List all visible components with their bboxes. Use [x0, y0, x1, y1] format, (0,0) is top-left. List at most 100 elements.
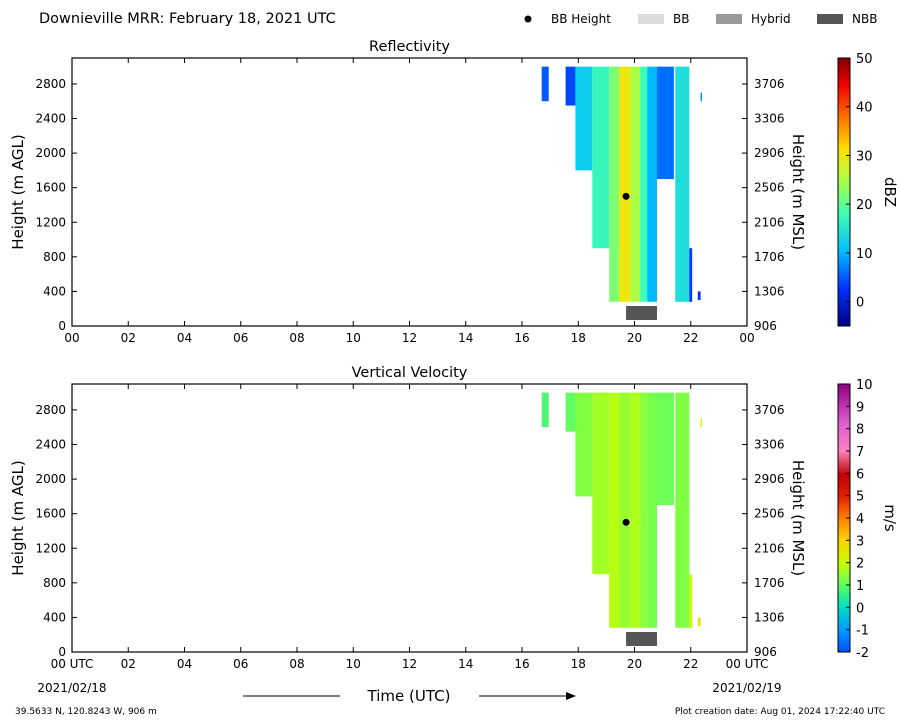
precip-column-10	[675, 66, 690, 302]
panel-title: Reflectivity	[369, 39, 450, 55]
legend-bb-height-marker	[524, 15, 532, 23]
precip-column-2	[575, 392, 593, 497]
colorbar-tick-label-1: -1	[856, 624, 869, 639]
y-right-tick-label-7: 3706	[754, 77, 785, 91]
precip-column-6	[630, 392, 641, 628]
nbb-period-bar	[626, 306, 657, 320]
y-tick-label-1: 400	[43, 284, 66, 298]
precip-column-9	[657, 392, 674, 506]
y-tick-label-2: 800	[43, 576, 66, 590]
y-right-tick-label-2: 1706	[754, 576, 785, 590]
y-right-tick-label-4: 2506	[754, 507, 785, 521]
y-axis-label-right: Height (m MSL)	[789, 460, 807, 576]
legend-nbb-label: NBB	[852, 12, 877, 26]
precip-column-11	[689, 574, 693, 628]
x-tick-label-9: 18	[571, 331, 586, 345]
start-date-label: 2021/02/18	[37, 681, 106, 695]
time-arrow-head	[566, 692, 576, 700]
y-tick-label-4: 1600	[35, 507, 66, 521]
y-tick-label-0: 0	[58, 645, 66, 659]
x-tick-label-11: 22	[683, 331, 698, 345]
precip-column-10	[675, 392, 690, 628]
y-tick-label-6: 2400	[35, 438, 66, 452]
precip-column-5	[619, 66, 631, 302]
colorbar-tick-label-4: 2	[856, 557, 864, 572]
precip-column-3	[592, 392, 610, 575]
y-axis-label-right: Height (m MSL)	[789, 134, 807, 250]
y-right-tick-label-1: 1306	[754, 610, 785, 624]
precip-column-7	[640, 66, 648, 302]
x-tick-label-6: 12	[402, 657, 417, 671]
colorbar-tick-label-0: 0	[856, 296, 864, 311]
y-tick-label-2: 800	[43, 250, 66, 264]
precip-column-6	[630, 66, 641, 302]
x-tick-label-5: 10	[346, 331, 361, 345]
legend-bb-label: BB	[673, 12, 689, 26]
station-coordinates: 39.5633 N, 120.8243 W, 906 m	[15, 707, 157, 717]
x-axis-label: Time (UTC)	[367, 687, 451, 705]
x-tick-label-1: 02	[121, 657, 136, 671]
x-tick-label-9: 18	[571, 657, 586, 671]
y-right-tick-label-3: 2106	[754, 541, 785, 555]
x-tick-label-10: 20	[627, 657, 642, 671]
precip-column-1	[565, 392, 576, 432]
y-tick-label-3: 1200	[35, 541, 66, 555]
x-tick-label-12: 00 UTC	[726, 657, 769, 671]
panel-title: Vertical Velocity	[352, 365, 468, 381]
precip-column-0	[541, 392, 549, 428]
y-right-tick-label-7: 3706	[754, 403, 785, 417]
colorbar-tick-label-12: 10	[856, 378, 873, 393]
legend-bb-height-label: BB Height	[551, 12, 611, 26]
x-tick-label-12: 00	[739, 331, 754, 345]
precip-column-8	[647, 392, 657, 628]
colorbar-tick-label-4: 40	[856, 101, 873, 116]
x-tick-label-6: 12	[402, 331, 417, 345]
legend-hybrid-swatch	[716, 14, 742, 24]
x-tick-label-1: 02	[121, 331, 136, 345]
figure-title: Downieville MRR: February 18, 2021 UTC	[39, 11, 336, 27]
precip-column-3	[592, 66, 610, 249]
bb-height-marker-0	[622, 518, 630, 526]
x-tick-label-4: 08	[289, 657, 304, 671]
x-tick-label-5: 10	[346, 657, 361, 671]
end-date-label: 2021/02/19	[712, 681, 781, 695]
y-tick-label-6: 2400	[35, 112, 66, 126]
colorbar	[837, 57, 851, 327]
header-legend: BB Height BB Hybrid NBB	[524, 12, 877, 26]
colorbar-label: m/s	[881, 504, 899, 532]
colorbar-tick-label-7: 5	[856, 490, 864, 505]
y-tick-label-4: 1600	[35, 181, 66, 195]
colorbar-tick-label-11: 9	[856, 400, 864, 415]
y-right-tick-label-4: 2506	[754, 181, 785, 195]
precip-column-8	[647, 66, 657, 302]
x-tick-label-8: 16	[514, 657, 529, 671]
y-right-tick-label-6: 3306	[754, 438, 785, 452]
y-right-tick-label-2: 1706	[754, 250, 785, 264]
y-right-tick-label-0: 906	[754, 319, 777, 333]
x-tick-label-2: 04	[177, 657, 192, 671]
colorbar-tick-label-3: 30	[856, 149, 873, 164]
colorbar-tick-label-6: 4	[856, 512, 864, 527]
nbb-period-bar	[626, 632, 657, 646]
x-tick-label-0: 00	[64, 331, 79, 345]
precip-column-4	[609, 66, 620, 302]
colorbar-tick-label-10: 8	[856, 423, 864, 438]
y-tick-label-5: 2000	[35, 146, 66, 160]
precip-column-4	[609, 392, 620, 628]
y-tick-label-5: 2000	[35, 472, 66, 486]
precip-column-13	[700, 92, 702, 102]
precip-column-5	[619, 392, 631, 628]
y-tick-label-7: 2800	[35, 77, 66, 91]
precip-column-13	[700, 418, 702, 428]
x-tick-label-11: 22	[683, 657, 698, 671]
precip-column-7	[640, 392, 648, 628]
colorbar-label: dBZ	[881, 177, 899, 207]
y-tick-label-3: 1200	[35, 215, 66, 229]
precip-column-12	[697, 291, 701, 301]
precip-column-9	[657, 66, 674, 180]
y-tick-label-1: 400	[43, 610, 66, 624]
y-axis-label: Height (m AGL)	[9, 134, 27, 249]
colorbar-tick-label-8: 6	[856, 467, 864, 482]
